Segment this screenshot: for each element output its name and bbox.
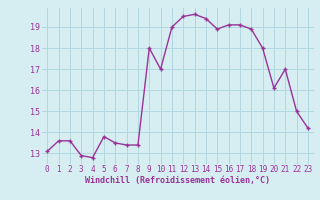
X-axis label: Windchill (Refroidissement éolien,°C): Windchill (Refroidissement éolien,°C): [85, 176, 270, 185]
